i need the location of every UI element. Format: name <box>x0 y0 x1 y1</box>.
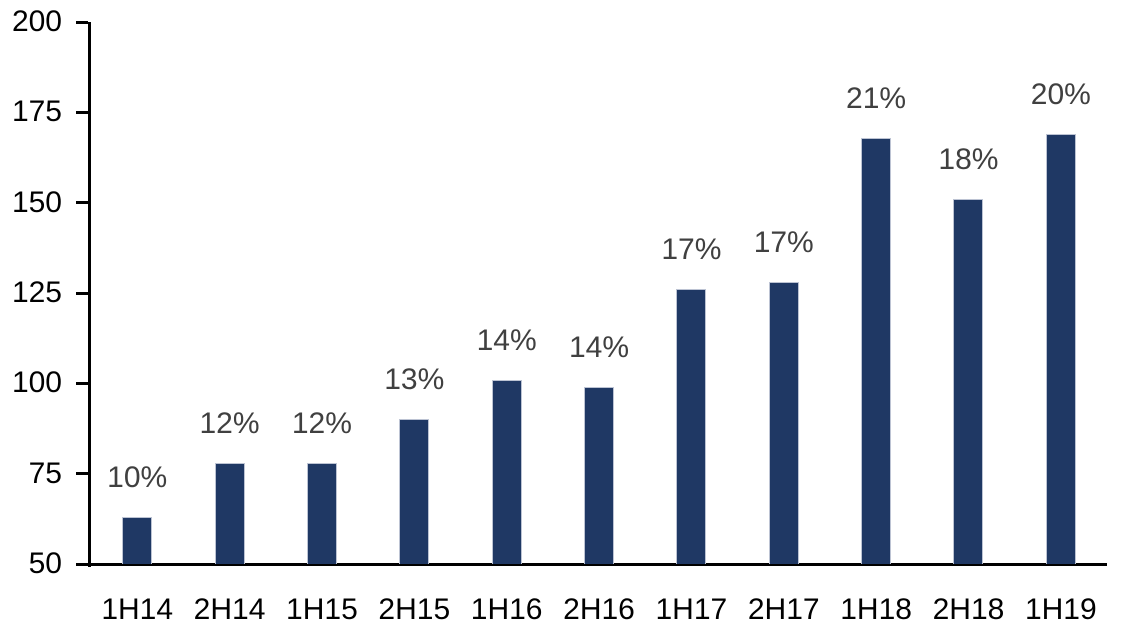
bar-value-label: 21% <box>846 81 907 115</box>
bar-2H15 <box>399 419 430 564</box>
bar-1H16 <box>491 379 522 564</box>
bar-value-label: 12% <box>291 406 352 440</box>
bar-2H17 <box>768 282 799 564</box>
y-axis-tick-label: 175 <box>11 95 62 129</box>
x-axis-label: 1H15 <box>286 593 358 626</box>
bar-value-label: 20% <box>1030 78 1091 111</box>
x-axis-label: 1H16 <box>470 593 543 626</box>
bar-2H16 <box>584 386 614 564</box>
bar-value-label: 18% <box>938 143 999 177</box>
y-axis-tick <box>76 381 88 385</box>
bar-value-label: 12% <box>199 406 260 440</box>
y-axis-tick-label: 100 <box>11 366 62 400</box>
x-axis-label: 2H16 <box>563 593 635 626</box>
bar-1H17 <box>676 289 707 564</box>
bar-value-label: 13% <box>384 363 445 397</box>
bar-value-label: 17% <box>661 233 722 267</box>
x-axis-label: 2H17 <box>747 593 820 626</box>
bar-value-label: 10% <box>107 461 168 495</box>
x-axis-label: 1H18 <box>840 593 912 626</box>
y-axis-tick <box>76 20 88 24</box>
y-axis-tick <box>76 562 88 566</box>
bar-2H14 <box>214 462 245 564</box>
y-axis-tick-label: 150 <box>11 185 62 219</box>
x-axis-label: 1H19 <box>1024 593 1097 626</box>
bar-value-label: 17% <box>753 226 814 260</box>
y-axis-line <box>88 22 91 567</box>
y-axis-tick-label: 200 <box>11 5 62 38</box>
y-axis-tick-label: 50 <box>28 547 62 580</box>
y-axis-tick <box>76 472 88 476</box>
bar-2H18 <box>953 199 984 564</box>
bar-1H15 <box>306 462 337 564</box>
bar-1H18 <box>861 137 892 564</box>
x-axis-line <box>88 562 1107 566</box>
y-axis-tick <box>76 291 88 295</box>
bar-value-label: 14% <box>476 323 537 357</box>
x-axis-label: 2H14 <box>193 593 266 626</box>
bar-1H19 <box>1045 134 1076 564</box>
y-axis-tick-label: 75 <box>28 456 62 490</box>
y-axis-tick-label: 125 <box>11 276 62 309</box>
y-axis-tick <box>76 110 88 114</box>
x-axis-label: 1H14 <box>101 593 174 626</box>
y-axis-tick <box>76 201 88 205</box>
bar-1H14 <box>122 517 153 564</box>
x-axis-label: 2H18 <box>932 593 1005 626</box>
x-axis-label: 2H15 <box>378 593 451 626</box>
x-axis-label: 1H17 <box>655 593 728 626</box>
bar-value-label: 14% <box>568 330 630 364</box>
